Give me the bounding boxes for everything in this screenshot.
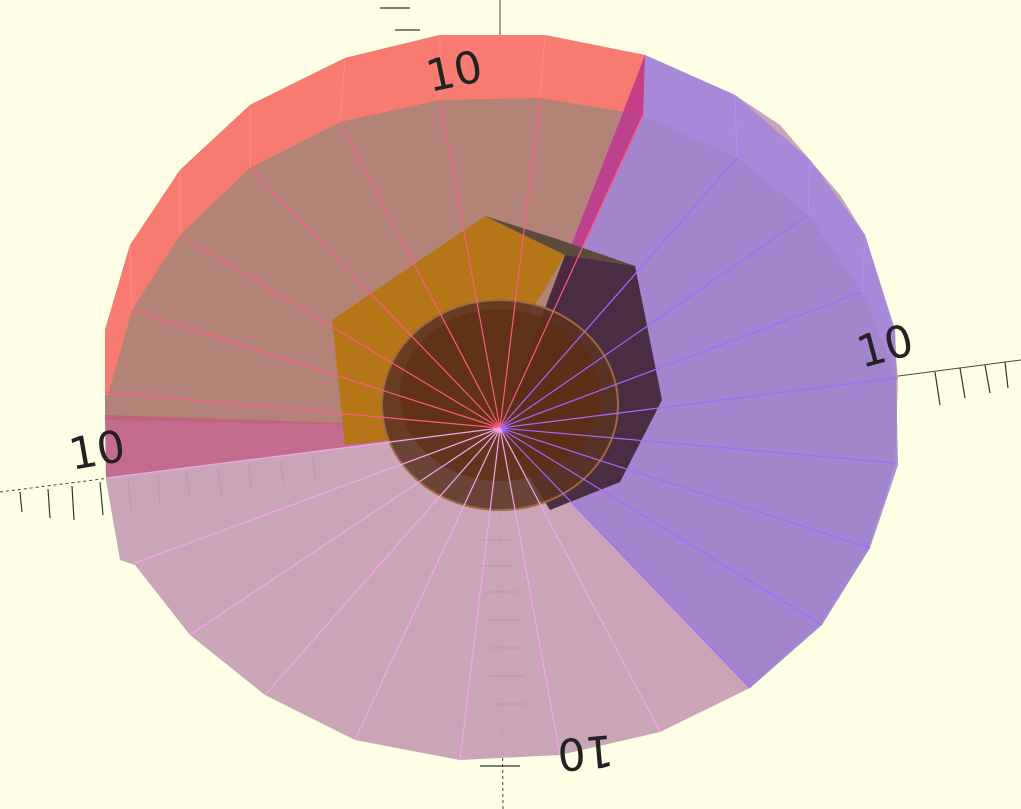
axis-label-left-text: 10 bbox=[65, 421, 129, 481]
axis-label-bottom-text: 10 bbox=[555, 724, 615, 780]
purple-edges bbox=[499, 157, 898, 689]
axis-label-left: 10 bbox=[65, 421, 129, 481]
rim-edges-purple bbox=[734, 94, 866, 293]
rim-edges bbox=[129, 34, 546, 311]
nut-inner-bore bbox=[400, 309, 600, 481]
dome-shell bbox=[105, 35, 898, 760]
nut-top-face bbox=[485, 216, 635, 266]
purple-face bbox=[500, 55, 898, 688]
axis-label-bottom: 10 bbox=[555, 724, 615, 780]
purple-rim bbox=[643, 55, 897, 378]
red-edges bbox=[104, 97, 644, 429]
red-rim bbox=[105, 35, 645, 395]
axis-label-top-text: 10 bbox=[422, 41, 487, 103]
pink-edges bbox=[105, 427, 661, 761]
axis-label-top: 10 bbox=[422, 41, 487, 103]
